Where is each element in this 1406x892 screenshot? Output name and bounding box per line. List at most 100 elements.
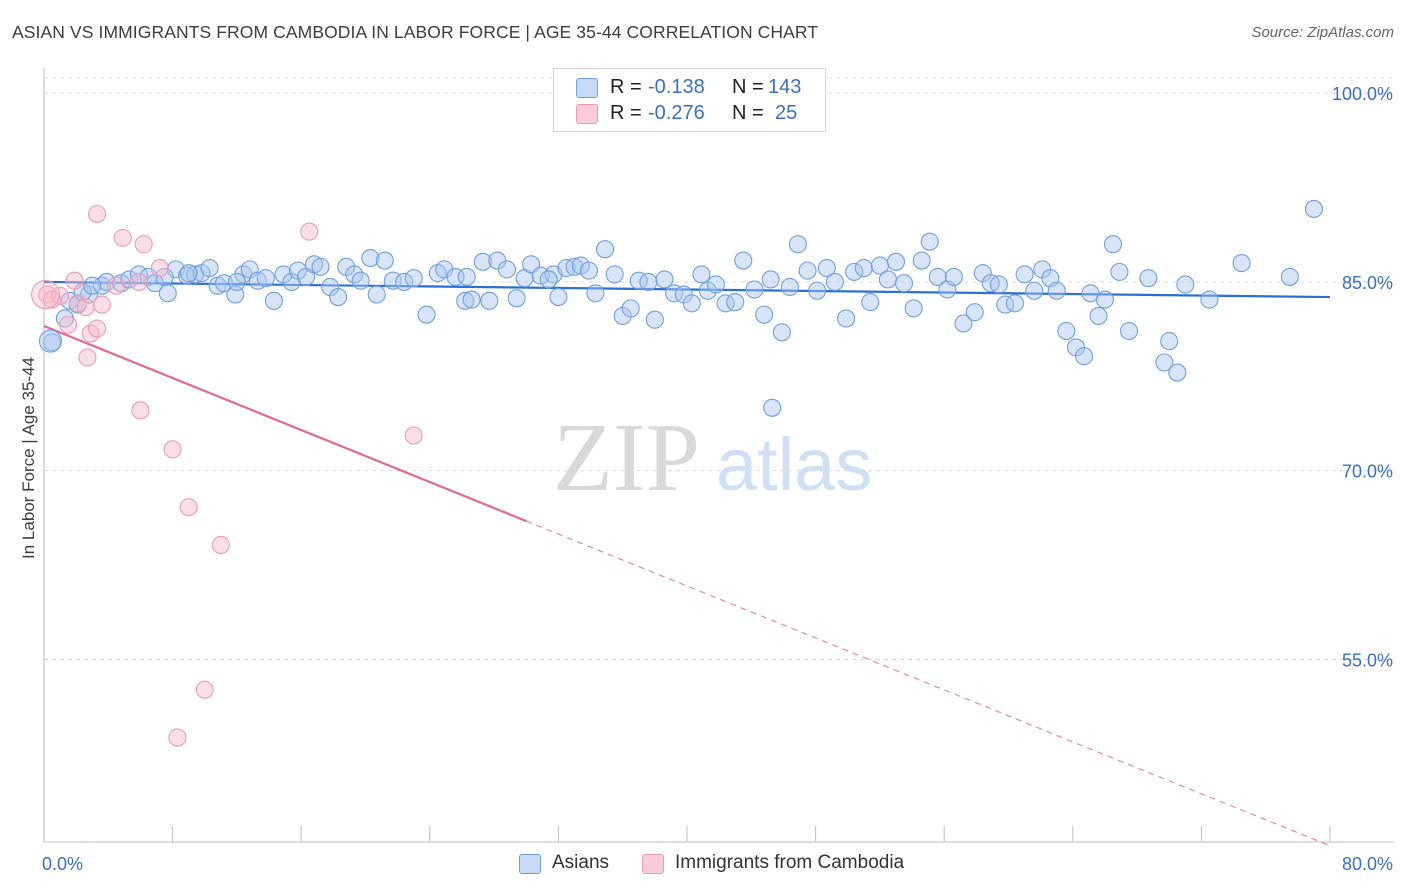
cambodia-point: [38, 285, 57, 304]
asians-point: [621, 299, 640, 318]
tick-labels: 100.0% 85.0% 70.0% 55.0% 0.0% 80.0%: [42, 84, 1393, 874]
watermark-atlas: atlas: [716, 423, 872, 506]
asians-point: [97, 272, 116, 292]
asians-point: [655, 270, 674, 289]
asians-point: [944, 267, 963, 286]
asians-point: [954, 314, 973, 333]
y-tick-label: 100.0%: [1332, 84, 1393, 104]
cambodia-point: [113, 228, 132, 247]
asians-point: [1095, 290, 1114, 309]
cambodia-point: [76, 298, 95, 317]
asians-point: [256, 269, 275, 288]
asians-point: [1047, 281, 1066, 300]
cambodia-point: [163, 440, 182, 459]
asians-point: [507, 289, 526, 308]
asians-point: [645, 310, 664, 329]
asians-point: [798, 261, 817, 280]
trend-lines: [43, 280, 1331, 847]
r-value: -0.138: [648, 76, 705, 98]
asians-point: [462, 290, 481, 309]
asians-point: [825, 272, 844, 292]
cambodia-trend-line: [43, 324, 527, 523]
asians-point: [1200, 290, 1219, 309]
asians-point: [417, 305, 436, 324]
asians-legend-swatch: [519, 854, 541, 874]
legend-label: Asians: [552, 852, 610, 873]
asians-point: [837, 309, 856, 328]
asians-point: [351, 271, 370, 290]
asians-point: [200, 259, 219, 278]
asians-point: [734, 251, 753, 270]
cambodia-legend-swatch: [642, 854, 664, 874]
y-tick-label: 85.0%: [1342, 273, 1393, 293]
x-tick-label: 80.0%: [1342, 854, 1393, 874]
n-label: N =: [732, 102, 764, 124]
cambodia-point: [134, 235, 153, 254]
asians-point: [692, 265, 711, 284]
cambodia-point: [92, 295, 111, 314]
asians-point: [894, 274, 914, 293]
asians-points: [42, 199, 1323, 417]
source-label: Source: ZipAtlas.com: [1251, 24, 1394, 41]
gridlines: [44, 77, 1394, 661]
asians-point: [1139, 269, 1158, 288]
cambodia-point: [65, 271, 84, 290]
asians-point: [311, 257, 330, 276]
asians-point: [726, 293, 745, 312]
cambodia-point: [211, 535, 230, 555]
asians-point: [179, 264, 198, 283]
cambodia-swatch: [576, 104, 598, 124]
chart-title: ASIAN VS IMMIGRANTS FROM CAMBODIA IN LAB…: [12, 22, 819, 42]
asians-point: [605, 265, 624, 284]
asians-point: [763, 398, 782, 417]
cambodia-point: [168, 728, 187, 747]
asians-trend-line: [43, 280, 1331, 299]
asians-point: [706, 275, 725, 294]
series-legend: Asians Immigrants from Cambodia: [0, 852, 1406, 878]
asians-point: [755, 305, 774, 324]
asians-point: [1110, 262, 1129, 281]
asians-point: [817, 259, 836, 278]
asians-point: [716, 294, 735, 313]
asians-point: [361, 248, 380, 268]
asians-point: [1015, 265, 1034, 284]
n-value: 143: [768, 76, 802, 98]
asians-point: [1176, 275, 1195, 294]
asians-point: [595, 240, 615, 259]
asians-point: [878, 270, 897, 289]
legend-label: Immigrants from Cambodia: [675, 852, 905, 873]
n-value: 25: [775, 102, 798, 124]
r-label: R =: [610, 102, 642, 124]
asians-point: [1025, 281, 1044, 300]
asians-point: [788, 235, 807, 254]
asians-point: [629, 271, 648, 290]
asians-point: [497, 260, 517, 279]
asians-point: [1280, 267, 1299, 286]
asians-swatch: [576, 78, 598, 98]
asians-point: [38, 329, 62, 353]
n-label: N =: [732, 76, 764, 98]
asians-point: [1075, 347, 1094, 366]
asians-point: [158, 284, 177, 303]
y-tick-label: 55.0%: [1342, 651, 1393, 671]
asians-point: [549, 288, 568, 307]
asians-point: [904, 299, 923, 318]
asians-point: [780, 277, 799, 297]
asians-point: [772, 323, 791, 342]
asians-point: [480, 291, 499, 310]
cambodia-point: [107, 276, 126, 295]
cambodia-point: [78, 348, 97, 367]
cambodia-point: [31, 279, 61, 310]
data-points: [31, 199, 1323, 747]
asians-point: [861, 293, 880, 312]
cambodia-point: [129, 272, 148, 292]
asians-point: [920, 232, 939, 251]
r-value: -0.276: [648, 102, 705, 124]
axes: [43, 68, 1394, 843]
r-label: R =: [610, 76, 642, 98]
asians-point: [1005, 294, 1024, 313]
asians-point: [1057, 321, 1076, 341]
asians-point: [83, 276, 102, 295]
asians-point: [586, 284, 605, 303]
